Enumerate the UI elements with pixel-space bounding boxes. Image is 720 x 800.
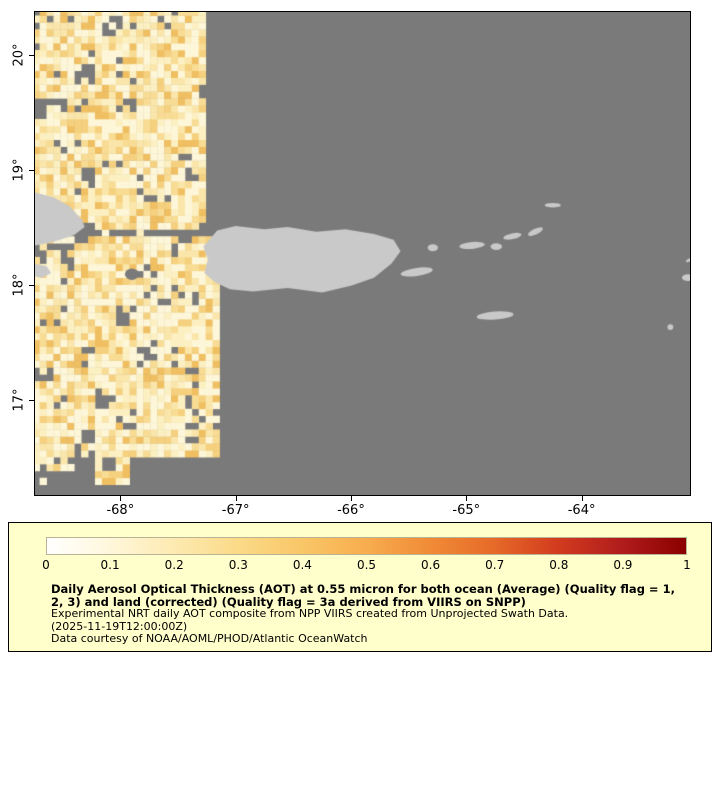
x-axis-label: -67° [221,503,250,518]
x-axis-tick [350,496,352,501]
x-axis-label: -68° [106,503,135,518]
colorbar-tick-label: 0.1 [100,558,120,572]
x-axis-tick [581,496,583,501]
x-axis-tick [466,496,468,501]
map-canvas [35,12,690,495]
legend-credit: Data courtesy of NOAA/AOML/PHOD/Atlantic… [51,632,368,645]
legend-text-block: Daily Aerosol Optical Thickness (AOT) at… [51,583,679,646]
legend-title: Daily Aerosol Optical Thickness (AOT) at… [51,582,675,609]
colorbar-tick-label: 0.4 [292,558,312,572]
legend-description: Experimental NRT daily AOT composite fro… [51,607,569,620]
colorbar-tick-label: 0.3 [228,558,248,572]
legend-panel: 0 0.1 0.2 0.3 0.4 0.5 0.6 0.7 0.8 0.9 1 Daily Aero… [8,522,712,652]
colorbar-gradient [46,537,687,555]
colorbar-tick-label: 0 [42,558,50,572]
map-plot-area [34,11,691,496]
colorbar-tick-label: 0.8 [549,558,569,572]
x-axis-label: -65° [452,503,481,518]
y-axis-label: 20° [11,43,27,67]
colorbar-tick-label: 0.5 [356,558,377,572]
y-axis-label: 19° [11,158,27,182]
y-axis-label: 17° [11,388,27,412]
x-axis-tick [235,496,237,501]
legend-timestamp: (2025-11-19T12:00:00Z) [51,619,188,633]
colorbar-wrap: 0 0.1 0.2 0.3 0.4 0.5 0.6 0.7 0.8 0.9 1 [42,537,691,573]
x-axis-label: -64° [567,503,596,518]
y-axis-label: 18° [11,273,27,297]
colorbar-tick-labels: 0 0.1 0.2 0.3 0.4 0.5 0.6 0.7 0.8 0.9 1 [42,558,691,573]
x-axis-tick [120,496,122,501]
colorbar-tick-label: 0.2 [164,558,184,572]
x-axis-label: -66° [337,503,365,518]
colorbar-tick-label: 0.9 [613,558,633,572]
colorbar-tick-label: 1 [683,558,691,572]
map-figure: -68° -67° -66° -65° -64° 20° 19° 18° 17° [11,11,691,518]
colorbar-tick-label: 0.7 [485,558,505,572]
colorbar-tick-label: 0.6 [421,558,441,572]
